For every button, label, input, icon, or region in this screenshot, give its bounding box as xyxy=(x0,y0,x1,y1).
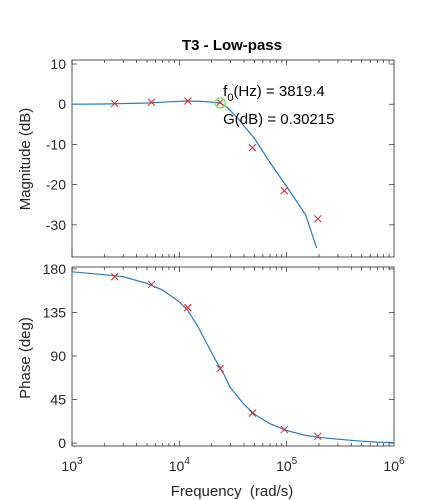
phase-measured-point xyxy=(183,303,192,312)
magnitude-y-tick-label: -30 xyxy=(46,217,66,233)
chart-title: T3 - Low-pass xyxy=(182,37,282,54)
magnitude-measured-point xyxy=(110,99,119,108)
x-tick-label: 106 xyxy=(383,456,405,474)
magnitude-ylabel: Magnitude (dB) xyxy=(17,108,34,211)
phase-y-tick-label: 90 xyxy=(50,348,66,364)
magnitude-measured-point xyxy=(280,186,289,195)
magnitude-measured-point xyxy=(313,214,322,223)
phase-y-tick-label: 45 xyxy=(50,392,66,408)
magnitude-measured-point xyxy=(248,143,257,152)
phase-measured-point xyxy=(216,364,224,373)
x-tick-label: 103 xyxy=(61,456,83,474)
phase-y-tick-label: 180 xyxy=(43,261,67,277)
phase-measured-point xyxy=(147,280,156,289)
phase-ylabel: Phase (deg) xyxy=(17,317,34,399)
magnitude-measured-point xyxy=(216,98,224,107)
magnitude-measured-point xyxy=(183,97,192,105)
x-tick-label: 105 xyxy=(276,456,298,474)
phase-axes-frame xyxy=(71,266,395,447)
magnitude-measured-point xyxy=(147,98,156,107)
magnitude-response-line xyxy=(72,100,318,248)
cutoff-annotation-line: G(dB) = 0.30215 xyxy=(223,111,334,128)
phase-measured-point xyxy=(248,409,257,417)
x-tick-label: 104 xyxy=(169,456,191,474)
phase-y-tick-label: 0 xyxy=(58,435,66,451)
magnitude-y-tick-label: 0 xyxy=(58,96,66,112)
cutoff-annotation-line: f0(Hz) = 3819.4 xyxy=(223,83,325,104)
phase-y-tick-label: 135 xyxy=(43,304,67,320)
phase-measured-point xyxy=(110,272,119,281)
phase-response-line xyxy=(72,271,394,444)
phase-measured-point xyxy=(280,425,289,434)
phase-measured-point xyxy=(313,432,322,441)
magnitude-y-tick-label: -10 xyxy=(46,136,66,152)
magnitude-y-tick-label: 10 xyxy=(50,56,66,72)
magnitude-axes-frame xyxy=(71,59,395,258)
cutoff-marker xyxy=(214,97,226,109)
magnitude-y-tick-label: -20 xyxy=(46,177,66,193)
frequency-xlabel: Frequency (rad/s) xyxy=(171,483,294,500)
